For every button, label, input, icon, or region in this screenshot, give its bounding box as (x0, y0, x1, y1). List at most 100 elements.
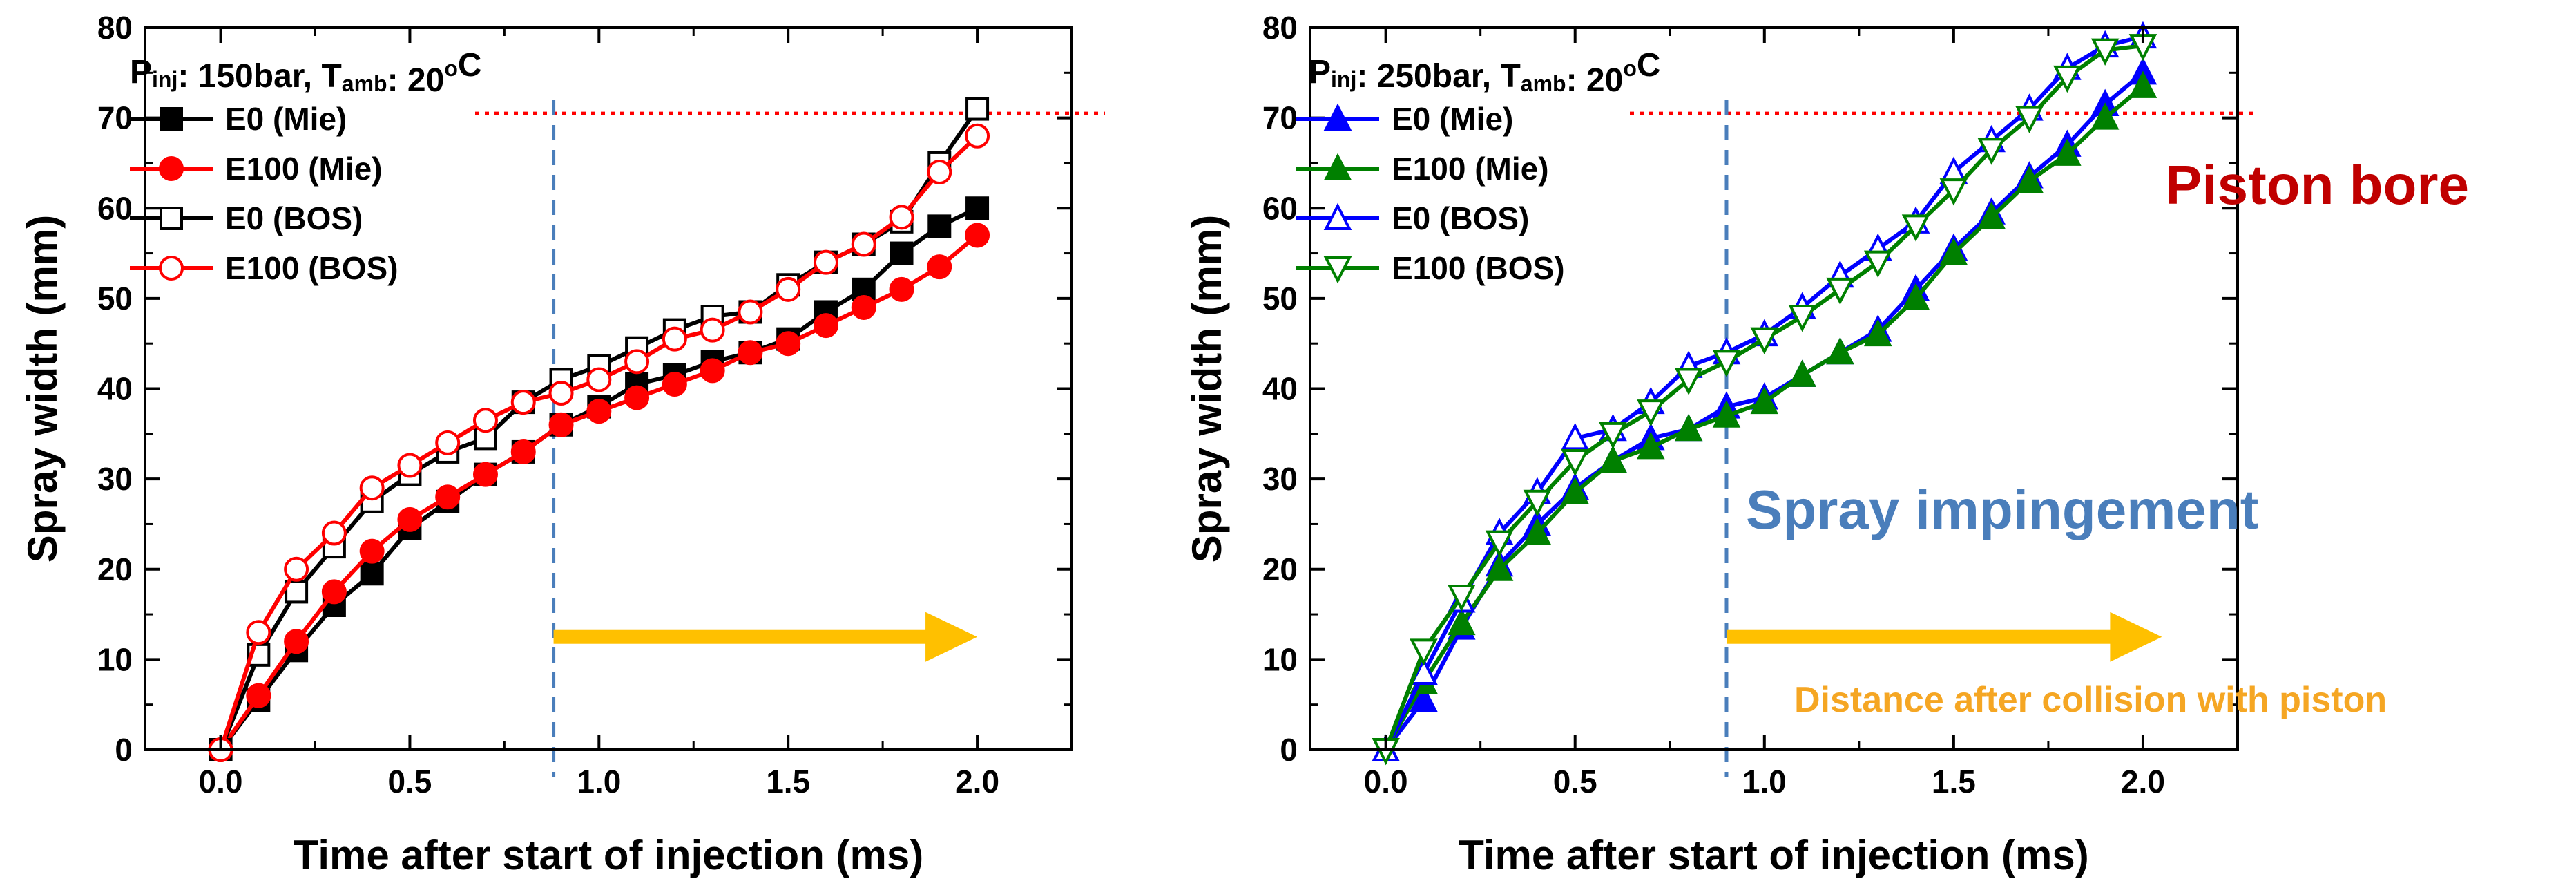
legend-label: E100 (BOS) (225, 250, 398, 286)
condition-part: C (1637, 47, 1661, 84)
data-point (1410, 684, 1438, 712)
data-point (1561, 477, 1589, 504)
y-tick-label: 30 (97, 461, 133, 497)
data-point (359, 538, 385, 564)
arrow-shaft (553, 629, 930, 644)
y-tick-label: 10 (97, 641, 133, 677)
x-axis-title: Time after start of injection (ms) (294, 832, 923, 878)
data-point (1523, 518, 1552, 545)
piston-bore-label: Piston bore (2165, 154, 2469, 216)
data-point (472, 408, 498, 433)
x-tick-label: 2.0 (2121, 764, 2165, 799)
x-tick-label: 2.0 (955, 764, 999, 799)
x-tick-label: 0.5 (1553, 764, 1597, 799)
y-tick-label: 80 (97, 10, 133, 46)
y-tick-label: 50 (97, 281, 133, 316)
data-point (435, 484, 461, 510)
data-point (1410, 657, 1438, 685)
data-point (889, 205, 914, 230)
y-tick-label: 10 (1262, 641, 1298, 677)
data-point (1410, 638, 1438, 666)
data-point (1939, 178, 1968, 206)
y-axis-title: Spray width (mm) (1184, 215, 1230, 562)
condition-label: Pinj: 250bar, Tamb: 20oC (1309, 47, 1661, 99)
condition-part: : 20 (387, 62, 445, 99)
condition-part: o (1623, 56, 1637, 81)
condition-part: P (130, 54, 152, 91)
x-tick-label: 1.5 (766, 764, 810, 799)
data-point (2090, 102, 2120, 130)
data-point (1637, 432, 1665, 460)
y-tick-label: 30 (1262, 461, 1298, 497)
data-point (472, 462, 498, 487)
x-tick-label: 0.0 (1364, 764, 1408, 799)
legend-label: E0 (BOS) (1392, 200, 1529, 236)
data-point (1863, 319, 1892, 347)
data-point (851, 231, 876, 257)
data-point (435, 430, 461, 455)
condition-part: inj (152, 67, 177, 92)
data-point (1977, 201, 2006, 229)
condition-label: Pinj: 150bar, Tamb: 20oC (130, 47, 482, 99)
data-point (2053, 138, 2082, 166)
y-tick-label: 20 (1262, 551, 1298, 587)
x-tick-label: 0.5 (387, 764, 432, 799)
data-point (1788, 305, 1816, 332)
legend-label: E100 (Mie) (1392, 151, 1549, 187)
data-point (1447, 607, 1476, 636)
spray-impingement-label: Spray impingement (1746, 479, 2258, 540)
data-point (738, 299, 763, 325)
data-point (359, 475, 385, 501)
data-point (1485, 530, 1514, 558)
y-tick-label: 50 (1262, 281, 1298, 316)
condition-part: : 250bar, (1356, 58, 1500, 95)
data-point (776, 331, 801, 357)
data-point (1523, 489, 1552, 518)
data-point (1485, 553, 1514, 581)
data-point (586, 367, 612, 392)
data-point (927, 254, 952, 280)
data-point (2128, 70, 2157, 98)
data-point (1788, 359, 1816, 387)
data-point (548, 412, 574, 437)
condition-part: amb (1521, 71, 1566, 96)
y-axis-title: Spray width (mm) (19, 215, 66, 562)
data-point (1561, 422, 1589, 451)
data-point (321, 579, 347, 605)
x-tick-label: 0.0 (199, 764, 243, 799)
x-tick-label: 1.5 (1932, 764, 1976, 799)
data-point (776, 276, 801, 302)
condition-part: T (1500, 58, 1520, 95)
data-point (246, 620, 271, 645)
data-point (2053, 65, 2082, 93)
data-point (624, 349, 650, 375)
legend-marker (160, 207, 183, 230)
data-point (1674, 368, 1703, 395)
data-point (624, 385, 650, 410)
data-point (700, 317, 725, 343)
data-point (246, 683, 271, 708)
data-point (813, 249, 838, 275)
data-point (1447, 584, 1476, 612)
data-point (1712, 350, 1741, 377)
x-tick-label: 1.0 (1742, 764, 1787, 799)
data-point (738, 340, 763, 366)
data-point (1674, 413, 1703, 442)
data-point (397, 453, 423, 478)
data-point (1826, 277, 1854, 305)
legend-label: E0 (Mie) (225, 101, 347, 137)
condition-part: P (1309, 54, 1331, 91)
legend-label: E0 (Mie) (1392, 101, 1513, 137)
data-point (1637, 399, 1665, 427)
y-tick-label: 60 (1262, 190, 1298, 226)
data-point (1863, 250, 1892, 278)
data-point (1977, 138, 2006, 165)
data-point (851, 294, 876, 320)
y-tick-label: 80 (1262, 10, 1298, 46)
data-point (2015, 165, 2044, 193)
y-tick-label: 60 (97, 190, 133, 226)
distance-after-collision-label: Distance after collision with piston (1794, 680, 2387, 720)
data-point (965, 97, 990, 121)
y-tick-label: 0 (1280, 732, 1298, 768)
condition-part: : 150bar, (177, 58, 321, 95)
